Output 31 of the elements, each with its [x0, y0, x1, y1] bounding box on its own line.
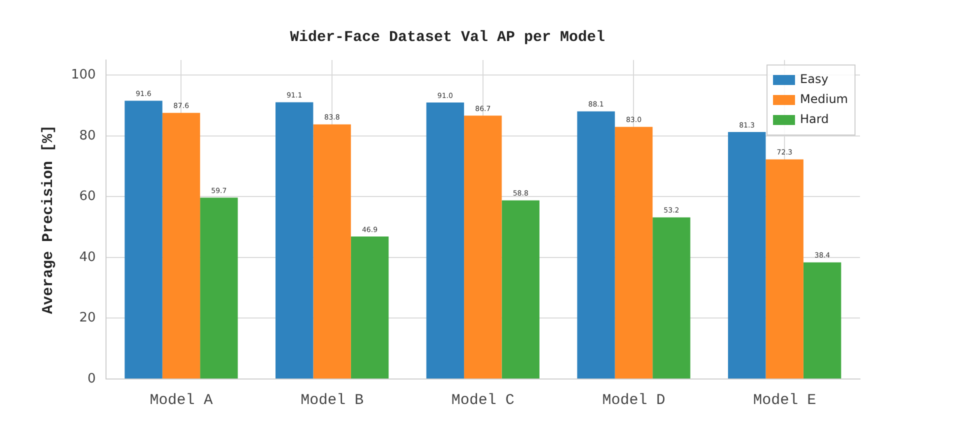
bar — [162, 112, 200, 378]
y-tick-label: 60 — [79, 189, 96, 204]
legend-label: Medium — [800, 92, 848, 106]
bar — [502, 200, 540, 378]
x-tick-label: Model B — [300, 392, 364, 409]
x-tick-label: Model E — [753, 392, 816, 409]
y-tick-label: 80 — [79, 128, 96, 144]
x-tick-label: Model D — [602, 392, 666, 409]
x-tick-label: Model C — [451, 392, 514, 409]
y-axis-title: Average Precision [%] — [40, 124, 57, 314]
legend-label: Hard — [800, 112, 829, 126]
bar — [614, 126, 653, 378]
y-tick-label: 0 — [88, 371, 96, 386]
y-tick-label: 100 — [70, 68, 96, 83]
bar — [803, 262, 842, 378]
bar — [728, 132, 766, 378]
bar — [766, 159, 804, 378]
bar — [276, 102, 314, 378]
bar — [313, 124, 351, 378]
bar — [124, 100, 162, 378]
bar — [577, 111, 615, 378]
chart-title: Wider-Face Dataset Val AP per Model — [290, 28, 606, 46]
legend-label: Easy — [800, 72, 828, 86]
bar — [464, 116, 502, 378]
bar — [426, 102, 464, 378]
bar — [350, 236, 389, 378]
y-tick-label: 40 — [79, 250, 96, 265]
bar — [652, 217, 690, 378]
bar — [200, 198, 238, 378]
x-tick-label: Model A — [150, 392, 213, 409]
y-tick-label: 20 — [79, 310, 96, 326]
